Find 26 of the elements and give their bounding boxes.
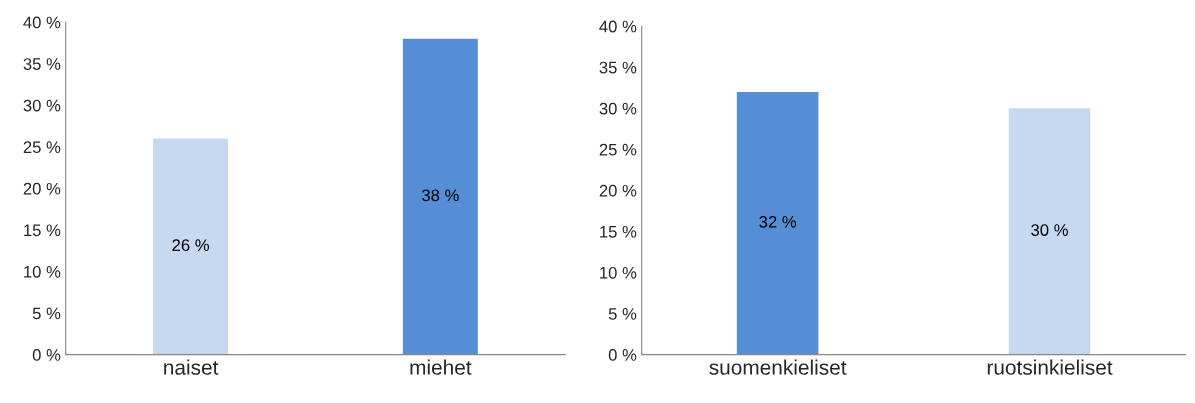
y-tick-label: 40 % <box>599 20 637 33</box>
y-tick-label: 25 % <box>599 143 637 156</box>
data-label: 30 % <box>1031 224 1068 236</box>
y-tick-label: 0 % <box>608 349 637 361</box>
y-tick-label: 40 % <box>23 16 61 29</box>
y-tick-label: 5 % <box>32 307 61 320</box>
y-tick-label: 20 % <box>599 184 637 197</box>
y-tick-label: 25 % <box>23 141 61 154</box>
data-label: 32 % <box>759 215 797 228</box>
y-tick-label: 35 % <box>599 61 637 74</box>
y-tick-label: 5 % <box>608 308 637 320</box>
y-tick-label: 35 % <box>23 58 61 70</box>
y-tick-label: 10 % <box>600 266 637 279</box>
y-tick-label: 30 % <box>23 99 61 112</box>
y-tick-label: 20 % <box>23 182 61 195</box>
y-tick-label: 10 % <box>24 265 61 278</box>
y-tick-label: 15 % <box>24 224 61 237</box>
x-tick-label: suomenkieliset <box>709 359 847 375</box>
x-tick-label: miehet <box>410 359 472 375</box>
y-tick-label: 0 % <box>32 349 61 361</box>
data-label: 38 % <box>422 189 459 202</box>
data-label: 26 % <box>172 239 209 252</box>
y-tick-label: 30 % <box>599 102 637 115</box>
x-tick-label: naiset <box>164 359 219 375</box>
y-tick-label: 15 % <box>600 225 637 238</box>
x-tick-label: ruotsinkieliset <box>987 359 1113 375</box>
